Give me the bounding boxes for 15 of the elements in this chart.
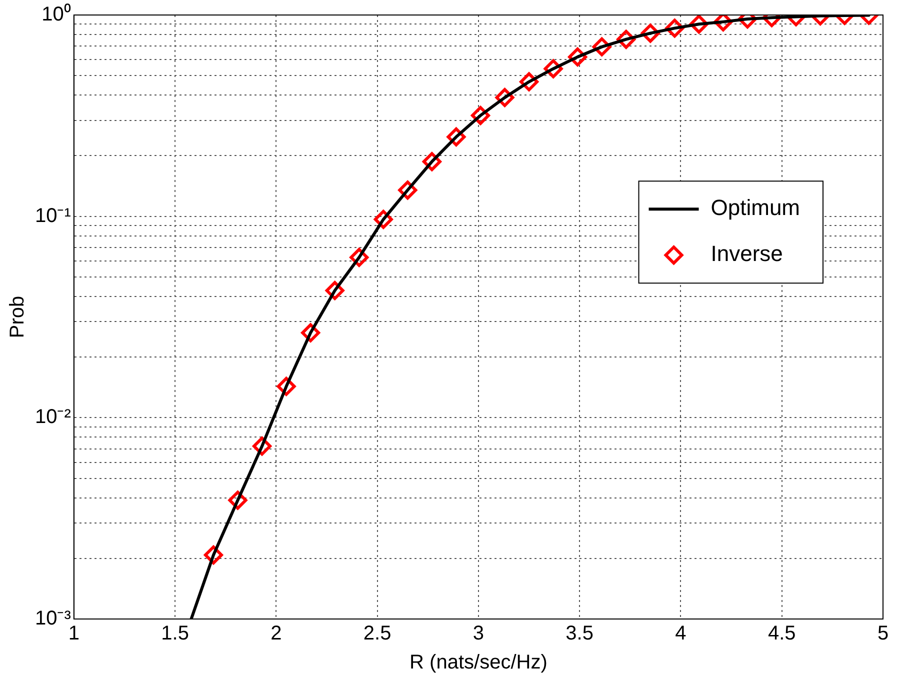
x-tick-label: 3 [472,622,484,645]
x-tick-label: 4.5 [768,622,796,645]
y-tick-label: 10⁻² [35,406,72,428]
x-tick-label: 1.5 [161,622,189,645]
legend-label: Inverse [710,241,783,266]
x-tick-label: 5 [877,622,889,645]
x-tick-label: 3.5 [566,622,594,645]
y-tick-label: 10⁻¹ [35,204,72,227]
x-tick-label: 4 [675,622,686,645]
x-axis-title: R (nats/sec/Hz) [410,652,548,674]
legend-label: Optimum [710,195,800,220]
x-tick-label: 2 [270,622,282,645]
y-axis-title: Prob [6,296,29,338]
x-tick-label: 2.5 [363,622,392,645]
y-tick-label: 10⁰ [42,2,71,26]
